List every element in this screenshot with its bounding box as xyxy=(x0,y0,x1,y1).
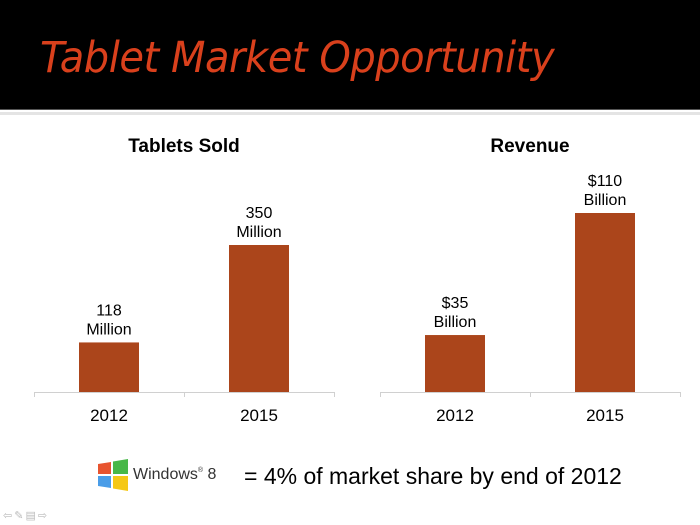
arrow-right-icon[interactable]: ⇨ xyxy=(37,510,48,522)
registered-mark: ® xyxy=(197,467,204,474)
revenue-data-label: Billion xyxy=(584,192,627,209)
revenue-chart-title: Revenue xyxy=(490,136,569,157)
revenue-tick-label: 2012 xyxy=(436,406,474,425)
header-shadow xyxy=(0,112,700,115)
tablets-sold-bar-2015 xyxy=(229,245,289,392)
pen-icon[interactable]: ✎ xyxy=(14,510,24,522)
tablets-sold-data-label: Million xyxy=(86,321,131,338)
revenue-tick-label: 2015 xyxy=(586,406,624,425)
windows-wordmark: Windows xyxy=(133,466,198,483)
revenue-bar-2015 xyxy=(575,213,635,392)
revenue-bar-2012 xyxy=(425,335,485,392)
windows-version: 8 xyxy=(207,466,217,483)
market-share-statement: = 4% of market share by end of 2012 xyxy=(244,463,622,489)
revenue-data-label: $35 xyxy=(442,295,469,312)
tablets-sold-bar-2012 xyxy=(79,342,139,392)
tablets-sold-data-label: Million xyxy=(236,224,281,241)
tablets-sold-chart-title: Tablets Sold xyxy=(128,136,240,157)
windows-logo-icon xyxy=(98,459,128,491)
slide-nav-toolbar: ⇦ ✎ ▤ ⇨ xyxy=(3,511,47,522)
header-divider xyxy=(0,109,700,110)
slide-menu-icon[interactable]: ▤ xyxy=(25,510,36,522)
windows-8-logo-text: Windows® 8 xyxy=(133,466,216,484)
revenue-data-label: $110 xyxy=(588,173,623,190)
tablets-sold-data-label: 350 xyxy=(246,205,273,222)
title-bar xyxy=(0,0,700,109)
arrow-left-icon[interactable]: ⇦ xyxy=(3,510,13,522)
tablets-sold-tick-label: 2015 xyxy=(240,406,278,425)
slide-title: Tablet Market Opportunity xyxy=(40,33,555,83)
tablets-sold-tick-label: 2012 xyxy=(90,406,128,425)
revenue-data-label: Billion xyxy=(434,314,477,331)
tablets-sold-data-label: 118 xyxy=(96,302,122,319)
